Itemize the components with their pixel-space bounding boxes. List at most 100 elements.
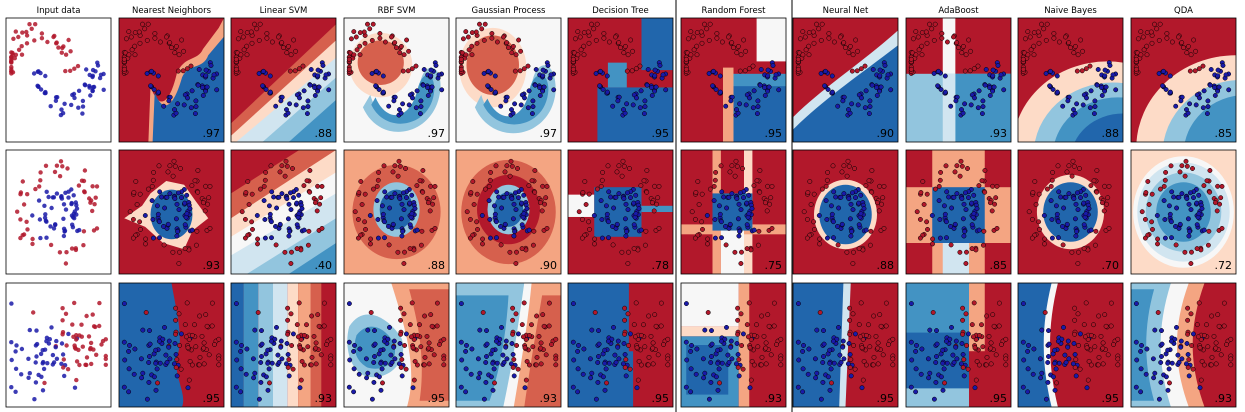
data-point [244,43,250,49]
data-point [131,371,137,377]
data-point [261,68,266,74]
data-point [717,73,723,79]
data-point [848,201,854,207]
data-point [1219,225,1225,231]
data-point [88,340,94,346]
data-point [651,208,657,214]
data-point [1081,222,1087,228]
data-point [759,354,765,360]
data-point [504,191,510,197]
data-point [484,341,490,347]
data-point [149,68,154,74]
accuracy-score: .95 [877,392,895,405]
data-point [143,236,149,242]
data-point [773,72,779,78]
data-point [11,36,16,41]
data-point [361,29,367,35]
data-point [1031,43,1037,49]
data-point [599,217,605,222]
data-point [913,389,919,395]
data-point [1081,200,1087,206]
data-point [278,344,284,350]
data-point [386,223,391,229]
data-point [296,192,302,198]
data-point [836,324,841,330]
data-point [963,311,969,317]
data-point [367,213,373,218]
data-point [846,163,852,169]
data-point [89,361,94,367]
data-point [494,189,500,195]
data-point [830,338,836,344]
data-point [255,310,261,315]
data-point [205,201,211,207]
data-point [1054,89,1060,95]
data-point [1167,380,1172,386]
data-point [971,300,977,306]
data-point [1060,103,1066,109]
data-point [90,184,95,189]
data-point [504,356,510,362]
data-point [599,177,605,183]
data-point [149,183,155,189]
data-point [592,236,598,242]
data-point [948,223,953,229]
subplot-panel: .95 [343,282,450,408]
data-point [592,310,598,315]
data-point [824,177,830,183]
data-point [649,200,655,206]
data-point [427,208,433,214]
data-point [1157,186,1163,192]
data-point [622,317,628,323]
data-point [530,242,536,248]
data-point [374,68,379,74]
data-point [24,29,29,35]
data-point [1138,348,1144,354]
data-point [157,189,163,195]
data-point [1106,183,1112,189]
data-point [855,48,861,54]
data-point [933,379,939,385]
data-point [1134,357,1140,363]
data-point [239,342,244,348]
data-point [942,211,948,217]
data-point [418,242,424,248]
data-point [990,73,996,79]
data-point [126,348,132,354]
data-point [953,98,959,104]
data-point [1166,366,1172,372]
data-point [90,312,95,317]
data-point [824,235,830,241]
data-point [490,360,496,366]
data-point [927,327,933,333]
data-point [369,37,375,43]
data-point [426,345,432,351]
data-point [266,203,272,209]
data-point [479,213,485,218]
data-point [755,104,761,110]
data-point [1178,338,1184,344]
data-point [1074,68,1080,74]
data-point [765,312,771,318]
data-point [184,211,190,217]
data-point [177,343,183,348]
decision-region [819,184,872,245]
data-point [264,35,270,41]
data-point [1201,362,1207,368]
data-point [918,190,924,195]
data-point [94,352,99,357]
data-point [161,223,166,229]
data-point [735,317,741,323]
data-point [126,52,132,58]
data-point [593,396,599,402]
data-point [197,354,203,360]
data-point [431,352,437,358]
data-point [688,348,694,354]
data-point [178,366,184,372]
data-point [488,87,494,92]
data-point [960,331,966,337]
data-point [738,52,744,58]
data-point [1073,201,1079,207]
axes-frame [230,17,337,143]
data-point [288,261,294,266]
